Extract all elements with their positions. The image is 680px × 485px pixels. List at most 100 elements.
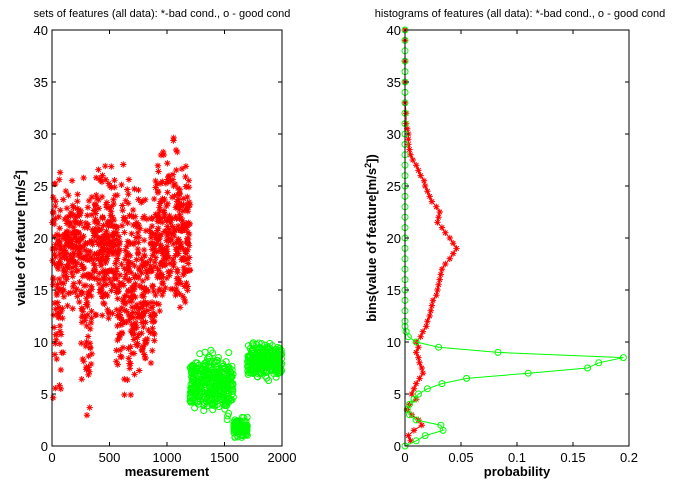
star-marker bbox=[116, 314, 123, 322]
star-marker bbox=[60, 272, 67, 280]
circle-marker bbox=[240, 432, 248, 440]
star-marker bbox=[177, 214, 185, 222]
star-marker bbox=[85, 371, 92, 379]
circle-marker bbox=[232, 424, 240, 432]
star-marker bbox=[136, 225, 144, 232]
star-marker bbox=[56, 246, 64, 253]
star-marker bbox=[417, 172, 424, 179]
star-marker bbox=[101, 300, 108, 308]
star-marker bbox=[122, 215, 129, 222]
star-marker bbox=[105, 222, 112, 230]
star-marker bbox=[70, 280, 78, 287]
star-marker bbox=[109, 222, 116, 229]
star-marker bbox=[80, 358, 87, 365]
star-marker bbox=[139, 277, 147, 285]
scatter-points bbox=[49, 134, 286, 441]
circle-marker bbox=[438, 380, 446, 388]
star-marker bbox=[153, 240, 160, 247]
star-marker bbox=[109, 282, 117, 290]
star-marker bbox=[132, 272, 139, 279]
star-marker bbox=[74, 293, 81, 300]
star-marker bbox=[103, 253, 110, 260]
star-marker bbox=[49, 394, 57, 401]
star-marker bbox=[50, 276, 57, 283]
star-marker bbox=[101, 269, 109, 277]
star-marker bbox=[103, 204, 110, 211]
star-marker bbox=[84, 311, 91, 319]
star-marker bbox=[85, 352, 92, 360]
star-marker bbox=[99, 215, 106, 222]
star-marker bbox=[136, 282, 144, 290]
star-marker bbox=[67, 289, 74, 296]
star-marker bbox=[65, 257, 73, 265]
star-marker bbox=[52, 340, 59, 347]
star-marker bbox=[95, 280, 103, 288]
circle-marker bbox=[240, 414, 248, 422]
circle-marker bbox=[225, 349, 233, 357]
star-marker bbox=[99, 243, 106, 251]
star-marker bbox=[130, 282, 137, 290]
star-marker bbox=[153, 234, 160, 242]
star-marker bbox=[128, 297, 136, 305]
star-marker bbox=[125, 345, 132, 352]
star-marker bbox=[52, 336, 60, 343]
star-marker bbox=[49, 245, 56, 253]
circle-marker bbox=[210, 379, 218, 387]
star-marker bbox=[124, 200, 132, 207]
star-marker bbox=[92, 275, 100, 282]
star-marker bbox=[94, 218, 101, 226]
star-marker bbox=[174, 222, 182, 230]
circle-marker bbox=[193, 364, 201, 372]
star-marker bbox=[420, 177, 428, 184]
star-marker bbox=[130, 241, 138, 248]
star-marker bbox=[138, 303, 146, 310]
star-marker bbox=[60, 293, 68, 300]
star-marker bbox=[65, 236, 72, 243]
circle-marker bbox=[244, 370, 252, 378]
star-marker bbox=[143, 270, 151, 278]
histogram-ylabel: bins(value of feature[m/s2]) bbox=[363, 154, 379, 322]
scatter-ticks: 0 500 1000 1500 2000 0 5 10 15 20 25 30 35 40 bbox=[34, 23, 297, 465]
star-marker bbox=[183, 201, 191, 208]
star-marker bbox=[157, 246, 164, 254]
star-marker bbox=[123, 308, 130, 315]
star-marker bbox=[110, 216, 118, 224]
star-marker bbox=[176, 290, 183, 297]
star-marker bbox=[118, 329, 126, 336]
circle-marker bbox=[201, 399, 209, 407]
star-marker bbox=[166, 215, 173, 222]
star-marker bbox=[109, 251, 117, 258]
star-marker bbox=[138, 269, 145, 277]
star-marker bbox=[169, 171, 177, 178]
star-marker bbox=[87, 344, 94, 352]
star-marker bbox=[103, 270, 110, 277]
star-marker bbox=[68, 236, 76, 243]
star-marker bbox=[184, 287, 191, 294]
star-marker bbox=[108, 203, 115, 210]
star-marker bbox=[105, 234, 112, 241]
star-marker bbox=[424, 188, 431, 195]
star-marker bbox=[99, 248, 107, 255]
circle-marker bbox=[256, 360, 264, 368]
star-marker bbox=[60, 196, 67, 203]
star-marker bbox=[105, 204, 113, 212]
circle-marker bbox=[191, 367, 199, 375]
star-marker bbox=[79, 273, 87, 280]
star-marker bbox=[129, 309, 137, 316]
star-marker bbox=[114, 191, 121, 199]
star-marker bbox=[141, 308, 149, 315]
star-marker bbox=[446, 234, 453, 242]
star-marker bbox=[156, 285, 163, 293]
star-marker bbox=[152, 248, 160, 255]
star-marker bbox=[405, 136, 412, 143]
star-marker bbox=[416, 359, 423, 366]
star-marker bbox=[128, 288, 135, 295]
star-marker bbox=[176, 304, 184, 311]
star-marker bbox=[88, 283, 95, 290]
star-marker bbox=[94, 220, 102, 228]
star-marker bbox=[83, 256, 91, 264]
star-marker bbox=[58, 261, 65, 268]
star-marker bbox=[103, 246, 111, 254]
circle-marker bbox=[524, 369, 532, 377]
y-tick-label: 0 bbox=[394, 439, 401, 454]
